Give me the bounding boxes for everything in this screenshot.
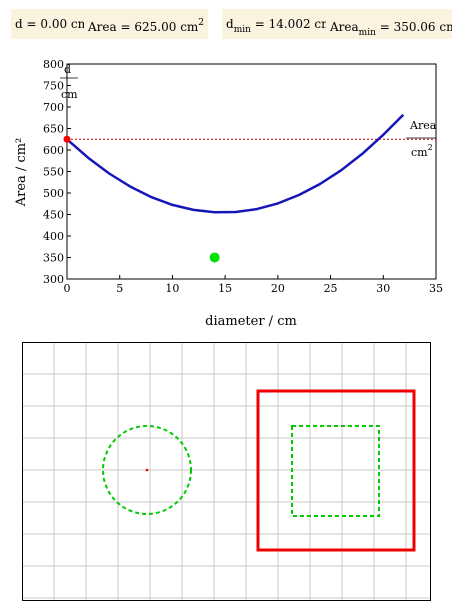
area-curve bbox=[66, 113, 405, 214]
y-tick-label: 750 bbox=[43, 80, 64, 93]
sketch-border bbox=[22, 342, 431, 601]
readout-areamin-unit: cm bbox=[439, 20, 452, 34]
chart-labels: diameter / cm Area / cm² d cm Area cm2 bbox=[14, 63, 437, 329]
chart-ticks: 0 5 10 15 20 25 30 35 300 350 400 450 500 550 600 650 70… bbox=[43, 58, 443, 295]
circle-shape bbox=[102, 425, 192, 515]
chart-series bbox=[66, 113, 436, 214]
readout-dmin-value: 14.002 bbox=[268, 17, 311, 31]
y-tick-label: 600 bbox=[43, 144, 64, 157]
y-tick-label: 450 bbox=[43, 209, 64, 222]
sketch-grid bbox=[22, 342, 431, 601]
area-vs-diameter-chart: 0 5 10 15 20 25 30 35 300 350 400 450 500 550 600 650 70… bbox=[14, 58, 443, 329]
y-tick-label: 700 bbox=[43, 101, 64, 114]
readout-dmin-name: d bbox=[226, 17, 234, 31]
y-tick-label: 400 bbox=[43, 230, 64, 243]
readout-diameter-name: d bbox=[15, 17, 23, 31]
readout-diameter-value: 0.00 bbox=[40, 17, 68, 31]
x-tick-label: 10 bbox=[165, 282, 179, 295]
geometry-sketch bbox=[22, 342, 431, 601]
minimum-point-marker bbox=[209, 252, 220, 263]
x-axis-label: diameter / cm bbox=[205, 314, 297, 329]
current-point-marker bbox=[63, 135, 71, 143]
y-tick-label: 500 bbox=[43, 187, 64, 200]
readout-area-value: 625.00 bbox=[134, 20, 177, 34]
y-tick-label: 300 bbox=[43, 273, 64, 286]
readout-area: Area = 625.00 cm2 bbox=[84, 9, 209, 39]
y-tick-label: 350 bbox=[43, 252, 64, 265]
readout-diameter: d = 0.00 cm bbox=[11, 9, 94, 39]
x-tick-label: 35 bbox=[429, 282, 443, 295]
readout-area-name: Area bbox=[88, 20, 117, 34]
readout-areamin-name: Area bbox=[330, 20, 359, 34]
x-tick-label: 15 bbox=[218, 282, 232, 295]
x-tick-label: 20 bbox=[271, 282, 285, 295]
y-marker-label-top: d bbox=[64, 63, 71, 76]
x-tick-label: 0 bbox=[64, 282, 71, 295]
chart-markers bbox=[63, 135, 220, 263]
circle-center-dot bbox=[145, 468, 149, 472]
plot-frame bbox=[66, 63, 437, 280]
x-tick-label: 30 bbox=[376, 282, 390, 295]
inner-square bbox=[291, 425, 380, 517]
h-marker-label-top: Area bbox=[409, 119, 437, 132]
outer-square bbox=[256, 389, 416, 552]
h-marker-label-bottom: cm2 bbox=[411, 143, 433, 159]
x-tick-label: 5 bbox=[116, 282, 123, 295]
readout-areamin-value: 350.06 bbox=[393, 20, 436, 34]
y-axis-label: Area / cm² bbox=[14, 138, 29, 208]
y-tick-label: 550 bbox=[43, 166, 64, 179]
chart-axes bbox=[66, 63, 437, 280]
y-tick-label: 800 bbox=[43, 58, 64, 71]
sketch-background bbox=[22, 342, 431, 601]
x-tick-label: 25 bbox=[324, 282, 338, 295]
readout-area-unit: cm bbox=[180, 20, 199, 34]
readout-areamin: Areamin = 350.06 cm2 bbox=[326, 9, 452, 39]
y-tick-label: 650 bbox=[43, 123, 64, 136]
y-marker-label-bottom: cm bbox=[61, 88, 78, 101]
readout-dmin: dmin = 14.002 cm bbox=[222, 9, 337, 39]
